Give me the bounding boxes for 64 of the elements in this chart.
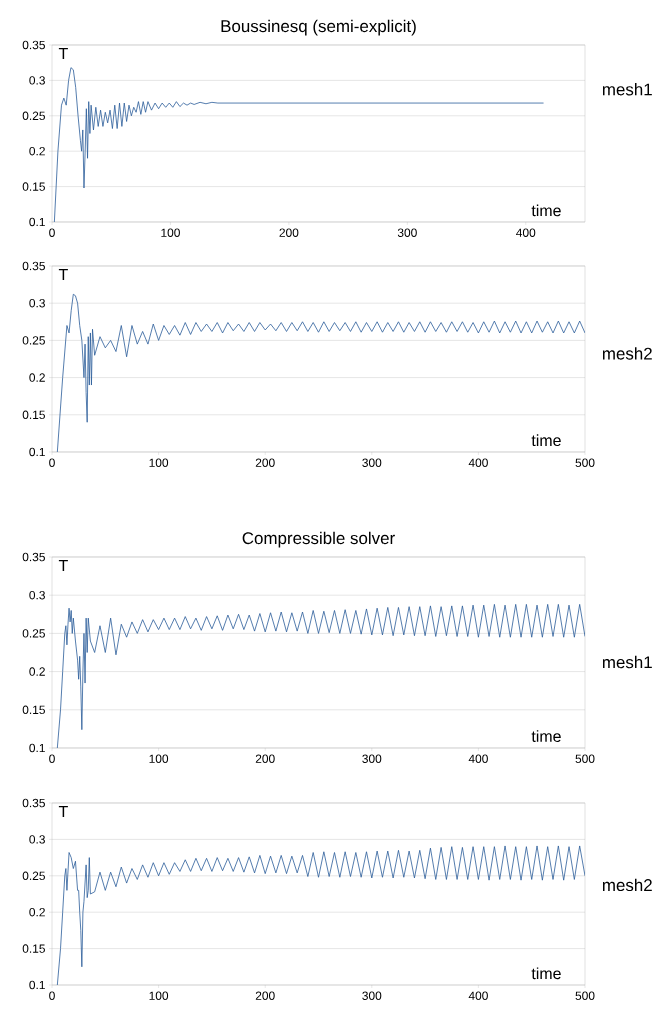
x-tick-label: 100: [149, 754, 169, 763]
y-tick-label: 0.2: [29, 667, 45, 676]
x-tick-label: 200: [255, 754, 275, 763]
y-tick-label: 0.3: [29, 590, 45, 600]
y-tick-label: 0.2: [29, 146, 45, 156]
y-tick-label: 0.15: [22, 944, 45, 953]
y-tick-label: 0.35: [22, 40, 45, 50]
chart-title: Boussinesq (semi-explicit): [221, 19, 416, 36]
x-tick-label: 200: [255, 458, 275, 467]
y-tick-label: 0.2: [29, 373, 45, 382]
y-tick-label: 0.25: [22, 111, 45, 121]
y-axis-title: T: [58, 47, 68, 59]
y-tick-label: 0.2: [29, 907, 45, 917]
y-tick-label: 0.25: [22, 871, 45, 881]
x-tick-label: 300: [397, 228, 417, 237]
x-tick-label: 500: [575, 458, 595, 467]
x-tick-label: 400: [468, 754, 488, 763]
y-tick-label: 0.25: [22, 336, 45, 345]
line-series: [56, 845, 585, 985]
x-tick-label: 0: [49, 228, 55, 237]
text: mesh1: [602, 83, 652, 96]
x-tick-label: 0: [49, 458, 55, 467]
y-axis-title: T: [58, 560, 68, 572]
x-tick-label: 400: [468, 991, 488, 1000]
chart-title: Compressible solver: [242, 531, 395, 548]
x-tick-label: 300: [362, 754, 382, 763]
y-tick-label: 0.1: [29, 980, 45, 990]
y-tick-label: 0.3: [29, 76, 45, 85]
y-tick-label: 0.1: [29, 743, 45, 753]
y-tick-label: 0.15: [22, 705, 45, 715]
y-tick-label: 0.15: [22, 410, 45, 420]
y-tick-label: 0.3: [29, 298, 45, 308]
y-tick-label: 0.1: [29, 217, 45, 227]
y-tick-label: 0.35: [22, 798, 45, 808]
x-tick-label: 100: [161, 228, 180, 237]
x-axis-title: time: [531, 967, 561, 980]
text: mesh2: [602, 347, 652, 360]
y-tick-label: 0.15: [22, 182, 45, 191]
y-axis-title: T: [58, 269, 68, 281]
x-tick-label: 100: [149, 991, 169, 1000]
y-tick-label: 0.35: [22, 261, 45, 271]
x-tick-label: 100: [149, 458, 169, 467]
y-tick-label: 0.3: [29, 835, 45, 844]
y-tick-label: 0.35: [22, 552, 45, 562]
y-tick-label: 0.1: [29, 447, 45, 457]
x-tick-label: 0: [49, 754, 55, 763]
text: mesh1: [602, 655, 652, 669]
line-series: [56, 293, 585, 452]
x-tick-label: 200: [279, 228, 299, 237]
x-tick-label: 300: [362, 991, 382, 1000]
y-axis-title: T: [58, 806, 68, 817]
x-tick-label: 300: [362, 458, 382, 467]
x-tick-label: 0: [49, 991, 55, 1000]
x-tick-label: 400: [516, 228, 536, 237]
x-tick-label: 400: [468, 458, 488, 467]
x-axis-title: time: [531, 730, 561, 742]
x-axis-title: time: [531, 434, 561, 447]
x-tick-label: 500: [575, 991, 595, 1000]
y-tick-label: 0.25: [22, 629, 45, 638]
text: mesh2: [602, 878, 652, 892]
x-tick-label: 200: [255, 991, 275, 1000]
x-tick-label: 500: [575, 754, 595, 763]
line-series: [56, 603, 585, 748]
x-axis-title: time: [531, 204, 561, 217]
